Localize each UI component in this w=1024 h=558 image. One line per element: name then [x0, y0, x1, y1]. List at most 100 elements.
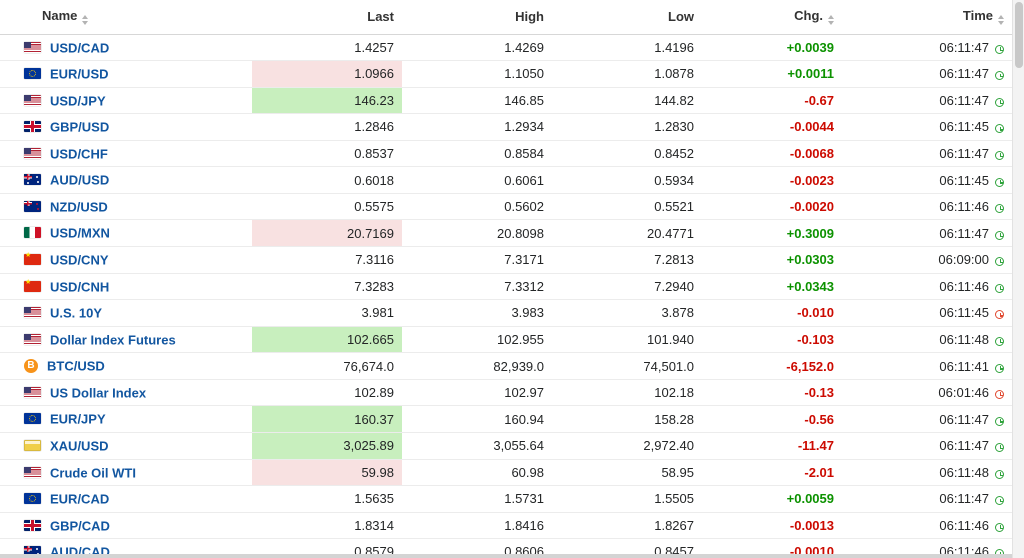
- us-flag-icon: [24, 147, 41, 159]
- low-price: 7.2813: [552, 246, 702, 274]
- instrument-name[interactable]: GBP/USD: [50, 119, 110, 135]
- last-price: 1.2846: [252, 113, 402, 141]
- change-value: +0.0039: [702, 34, 842, 62]
- instrument-name[interactable]: US Dollar Index: [50, 385, 147, 401]
- instrument-name[interactable]: NZD/USD: [50, 199, 108, 215]
- instrument-name[interactable]: USD/CAD: [50, 40, 110, 56]
- last-price: 3.981: [252, 299, 402, 327]
- instrument-name[interactable]: EUR/CAD: [50, 491, 110, 507]
- high-price: 3.983: [402, 299, 552, 327]
- table-row[interactable]: GBP/USD 1.2846 1.2934 1.2830 -0.0044 06:…: [0, 113, 1012, 141]
- change-value: -0.13: [702, 379, 842, 407]
- table-row[interactable]: BTC/USD 76,674.0 82,939.0 74,501.0 -6,15…: [0, 352, 1012, 380]
- change-value: -0.0068: [702, 140, 842, 168]
- time-value: 06:09:00: [938, 252, 989, 268]
- instrument-name[interactable]: USD/CNY: [50, 252, 109, 268]
- sort-icon: [828, 15, 834, 26]
- table-row[interactable]: EUR/JPY 160.37 160.94 158.28 -0.56 06:11…: [0, 405, 1012, 433]
- eu-flag-icon: [24, 413, 41, 425]
- table-row[interactable]: NZD/USD 0.5575 0.5602 0.5521 -0.0020 06:…: [0, 193, 1012, 221]
- change-value: -0.0044: [702, 113, 842, 141]
- time-value: 06:11:47: [939, 491, 989, 507]
- column-header-high[interactable]: High: [402, 0, 552, 35]
- time-value: 06:11:47: [939, 39, 989, 55]
- column-label: High: [515, 9, 544, 25]
- us-flag-icon: [24, 386, 41, 398]
- low-price: 0.8452: [552, 140, 702, 168]
- instrument-name[interactable]: USD/JPY: [50, 93, 106, 109]
- table-row[interactable]: GBP/CAD 1.8314 1.8416 1.8267 -0.0013 06:…: [0, 512, 1012, 540]
- instrument-name[interactable]: AUD/USD: [50, 172, 110, 188]
- table-row[interactable]: Dollar Index Futures 102.665 102.955 101…: [0, 326, 1012, 354]
- high-price: 3,055.64: [402, 432, 552, 460]
- clock-icon: [995, 390, 1004, 400]
- table-row[interactable]: Crude Oil WTI 59.98 60.98 58.95 -2.01 06…: [0, 459, 1012, 487]
- time-value: 06:11:47: [939, 411, 989, 427]
- change-value: -0.010: [702, 299, 842, 327]
- table-row[interactable]: AUD/USD 0.6018 0.6061 0.5934 -0.0023 06:…: [0, 166, 1012, 194]
- change-value: -6,152.0: [702, 352, 842, 380]
- table-row[interactable]: USD/CNY 7.3116 7.3171 7.2813 +0.0303 06:…: [0, 246, 1012, 274]
- column-label: Chg.: [794, 8, 823, 24]
- clock-icon: [995, 310, 1004, 320]
- table-row[interactable]: USD/CNH 7.3283 7.3312 7.2940 +0.0343 06:…: [0, 273, 1012, 301]
- table-row[interactable]: US Dollar Index 102.89 102.97 102.18 -0.…: [0, 379, 1012, 407]
- instrument-name[interactable]: XAU/USD: [50, 438, 109, 454]
- clock-icon: [995, 204, 1004, 214]
- vertical-scrollbar[interactable]: [1012, 0, 1024, 558]
- table-row[interactable]: EUR/USD 1.0966 1.1050 1.0878 +0.0011 06:…: [0, 60, 1012, 88]
- last-price: 146.23: [252, 87, 402, 115]
- time-value: 06:11:47: [939, 66, 989, 82]
- nz-flag-icon: [24, 200, 41, 212]
- column-header-chg[interactable]: Chg.: [702, 0, 842, 35]
- bottom-edge-bar: [0, 554, 1012, 558]
- eu-flag-icon: [24, 493, 41, 505]
- change-value: -2.01: [702, 459, 842, 487]
- low-price: 144.82: [552, 87, 702, 115]
- eu-flag-icon: [24, 68, 41, 80]
- column-header-name[interactable]: Name: [0, 0, 252, 35]
- clock-icon: [995, 177, 1004, 187]
- change-value: +0.0059: [702, 485, 842, 513]
- instrument-name[interactable]: GBP/CAD: [50, 518, 110, 534]
- change-value: -11.47: [702, 432, 842, 460]
- table-row[interactable]: U.S. 10Y 3.981 3.983 3.878 -0.010 06:11:…: [0, 299, 1012, 327]
- table-row[interactable]: XAU/USD 3,025.89 3,055.64 2,972.40 -11.4…: [0, 432, 1012, 460]
- high-price: 82,939.0: [402, 352, 552, 380]
- table-row[interactable]: USD/JPY 146.23 146.85 144.82 -0.67 06:11…: [0, 87, 1012, 115]
- last-price: 102.89: [252, 379, 402, 407]
- time-value: 06:11:46: [939, 199, 989, 215]
- high-price: 7.3312: [402, 273, 552, 301]
- column-header-time[interactable]: Time: [842, 0, 1012, 35]
- instrument-name[interactable]: BTC/USD: [47, 358, 105, 374]
- table-row[interactable]: USD/MXN 20.7169 20.8098 20.4771 +0.3009 …: [0, 219, 1012, 247]
- table-row[interactable]: USD/CHF 0.8537 0.8584 0.8452 -0.0068 06:…: [0, 140, 1012, 168]
- table-row[interactable]: EUR/CAD 1.5635 1.5731 1.5505 +0.0059 06:…: [0, 485, 1012, 513]
- instrument-name[interactable]: EUR/USD: [50, 66, 109, 82]
- column-header-low[interactable]: Low: [552, 0, 702, 35]
- instrument-name[interactable]: EUR/JPY: [50, 411, 106, 427]
- time-value: 06:11:47: [939, 92, 989, 108]
- instrument-name[interactable]: Crude Oil WTI: [50, 465, 136, 481]
- change-value: -0.0013: [702, 512, 842, 540]
- clock-icon: [995, 257, 1004, 267]
- instrument-name[interactable]: USD/CNH: [50, 279, 110, 295]
- table-row[interactable]: USD/CAD 1.4257 1.4269 1.4196 +0.0039 06:…: [0, 34, 1012, 62]
- scrollbar-thumb[interactable]: [1015, 2, 1023, 68]
- high-price: 1.8416: [402, 512, 552, 540]
- high-price: 146.85: [402, 87, 552, 115]
- change-value: +0.0303: [702, 246, 842, 274]
- clock-icon: [995, 124, 1004, 134]
- instrument-name[interactable]: Dollar Index Futures: [50, 332, 176, 348]
- bitcoin-icon: [24, 359, 38, 374]
- instrument-name[interactable]: USD/CHF: [50, 146, 108, 162]
- column-header-last[interactable]: Last: [252, 0, 402, 35]
- instrument-name[interactable]: USD/MXN: [50, 226, 110, 241]
- last-price: 7.3116: [252, 246, 402, 274]
- last-price: 1.8314: [252, 512, 402, 540]
- time-value: 06:11:48: [939, 464, 989, 480]
- time-value: 06:11:46: [939, 278, 989, 294]
- instrument-name[interactable]: U.S. 10Y: [50, 305, 103, 321]
